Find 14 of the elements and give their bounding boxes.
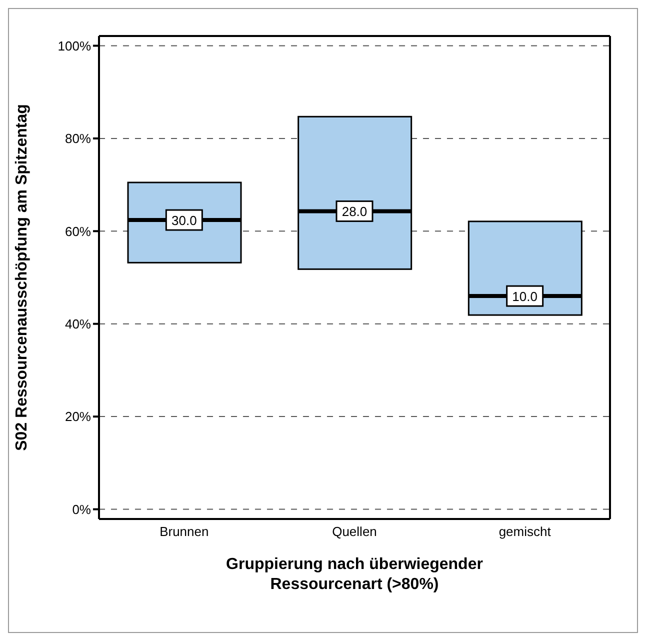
x-tick-label: Quellen [332, 524, 377, 540]
y-axis-title: S02 Ressourcenausschöpfung am Spitzentag [14, 104, 31, 451]
y-tick-label: 60% [64, 224, 92, 239]
x-axis-title: Gruppierung nach überwiegender Ressourcenart (>80%) [226, 556, 483, 593]
annotation: 10.0 [512, 289, 538, 304]
x-tick-label: Brunnen [160, 524, 209, 540]
y-tick-label: 40% [64, 316, 92, 332]
y-tick-label: 20% [64, 409, 92, 424]
annotation: 28.0 [342, 204, 368, 220]
y-tick-label: 0% [72, 502, 92, 517]
annotation: 30.0 [172, 213, 197, 228]
x-tick-label: gemischt [498, 524, 552, 540]
y-tick-label: 100% [58, 38, 92, 54]
y-tick-label: 80% [64, 131, 92, 146]
